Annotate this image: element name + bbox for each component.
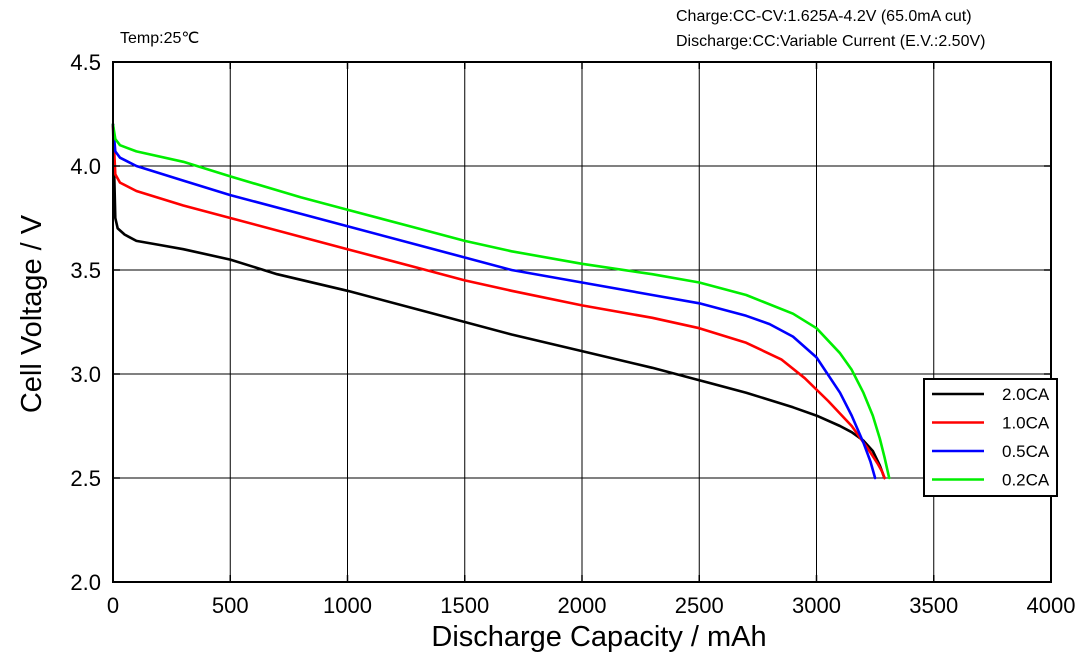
legend-box [923, 378, 1058, 497]
x-tick-label: 1000 [323, 593, 372, 618]
grid [113, 62, 1051, 582]
temperature-note: Temp:25℃ [120, 30, 200, 47]
x-tick-label: 1500 [440, 593, 489, 618]
x-tick-label: 500 [212, 593, 249, 618]
discharge-condition-note: Discharge:CC:Variable Current (E.V.:2.50… [676, 33, 986, 50]
legend-label: 2.0CA [1002, 385, 1050, 404]
x-tick-label: 2000 [558, 593, 607, 618]
series-line-2-0ca [111, 123, 886, 480]
x-tick-label: 2500 [675, 593, 724, 618]
y-tick-label: 4.5 [70, 50, 101, 75]
x-axis-title: Discharge Capacity / mAh [431, 621, 766, 653]
x-tick-label: 3000 [792, 593, 841, 618]
axis-ticks: 0 500 1000 1500 2000 2500 3000 3500 4000 2.0 2.5 3.… [70, 50, 1075, 618]
y-tick-label: 2.5 [70, 466, 101, 491]
series-lines [111, 123, 891, 480]
y-tick-label: 4.0 [70, 154, 101, 179]
legend-label: 1.0CA [1002, 414, 1050, 433]
y-tick-label: 2.0 [70, 570, 101, 595]
y-axis-title: Cell Voltage / V [16, 214, 48, 413]
legend: 2.0CA 1.0CA 0.5CA 0.2CA [923, 378, 1058, 497]
y-tick-label: 3.0 [70, 362, 101, 387]
series-line-0-5ca [111, 123, 877, 480]
legend-label: 0.2CA [1002, 471, 1050, 490]
x-tick-label: 4000 [1027, 593, 1076, 618]
legend-label: 0.5CA [1002, 442, 1050, 461]
y-tick-label: 3.5 [70, 258, 101, 283]
series-line-1-0ca [111, 123, 886, 480]
charge-condition-note: Charge:CC-CV:1.625A-4.2V (65.0mA cut) [676, 8, 972, 25]
x-tick-label: 3500 [909, 593, 958, 618]
x-tick-label: 0 [107, 593, 119, 618]
series-line-0-2ca [111, 123, 891, 480]
